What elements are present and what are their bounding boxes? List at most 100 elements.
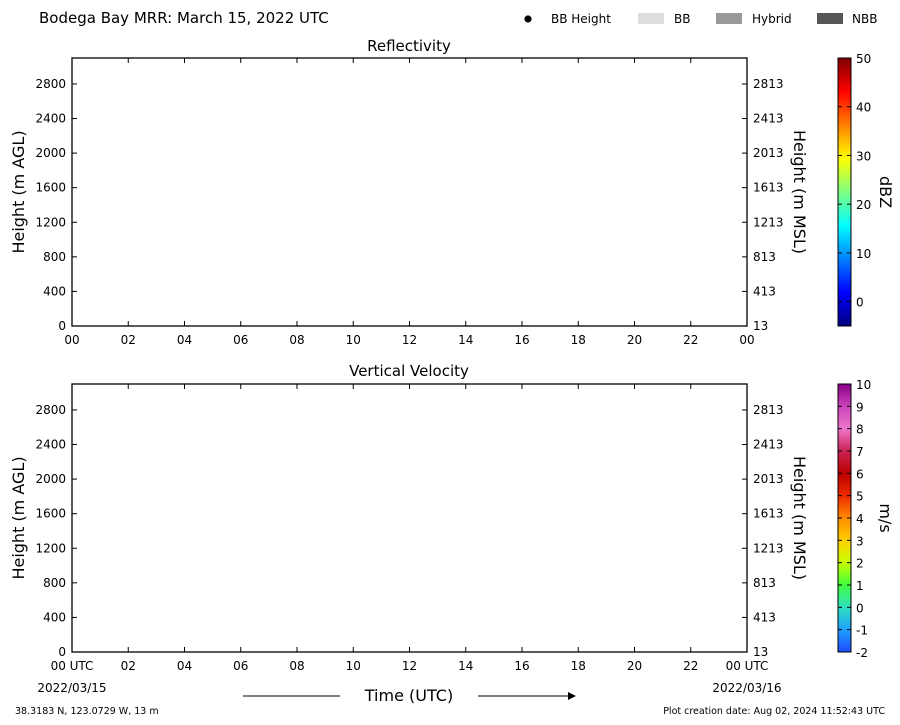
legend-hybrid-patch — [716, 13, 742, 24]
x-axis-label: Time (UTC) — [364, 686, 453, 705]
y-right-tick-label: 413 — [753, 284, 776, 298]
y-tick-label: 1200 — [35, 215, 66, 229]
reflectivity-panel: Reflectivity 040080012001600200024002800… — [9, 37, 895, 347]
colorbar-tick-label: 4 — [856, 512, 864, 526]
y-right-tick-label: 1613 — [753, 181, 784, 195]
vertical-velocity-ylabel-right: Height (m MSL) — [790, 456, 809, 580]
legend-bb-height-label: BB Height — [551, 12, 611, 26]
y-right-tick-label: 2813 — [753, 403, 784, 417]
y-right-tick-label: 2013 — [753, 146, 784, 160]
y-tick-label: 2800 — [35, 77, 66, 91]
x-tick-label: 00 UTC — [726, 659, 769, 673]
plot-area — [72, 384, 747, 652]
colorbar-tick-label: -2 — [856, 646, 868, 660]
colorbar-tick-label: 0 — [856, 296, 864, 310]
y-tick-label: 2400 — [35, 438, 66, 452]
legend-bb-height-marker — [524, 15, 532, 23]
y-tick-label: 1600 — [35, 507, 66, 521]
vertical-velocity-axes: 0 400 800 1200 1600 2000 2400 2800 13 413 813 1213 1… — [35, 383, 784, 673]
colorbar-tick-label: 6 — [856, 467, 864, 481]
x-tick-label: 14 — [458, 659, 473, 673]
y-tick-label: 2000 — [35, 146, 66, 160]
date-start-label: 2022/03/15 — [37, 681, 106, 695]
legend-bb-label: BB — [674, 12, 690, 26]
y-tick-label: 1200 — [35, 541, 66, 555]
x-tick-label: 16 — [514, 659, 529, 673]
x-tick-label: 10 — [346, 659, 361, 673]
reflectivity-ylabel-right: Height (m MSL) — [790, 130, 809, 254]
colorbar-tick-label: 20 — [856, 198, 871, 212]
colorbar-tick-label: -1 — [856, 624, 868, 638]
y-right-tick-label: 2413 — [753, 112, 784, 126]
x-tick-label: 00 UTC — [51, 659, 94, 673]
y-right-tick-label: 2013 — [753, 472, 784, 486]
legend: BB Height BB Hybrid NBB — [524, 12, 877, 26]
colorbar-tick-label: 2 — [856, 557, 864, 571]
y-tick-label: 0 — [58, 319, 66, 333]
colorbar-tick-label: 5 — [856, 490, 864, 504]
colorbar-tick-label: 40 — [856, 101, 871, 115]
x-tick-label: 02 — [121, 333, 136, 347]
colorbar-tick-label: 1 — [856, 579, 864, 593]
y-right-tick-label: 413 — [753, 610, 776, 624]
y-tick-label: 1600 — [35, 181, 66, 195]
y-right-tick-label: 1213 — [753, 215, 784, 229]
x-tick-label: 18 — [571, 659, 586, 673]
vertical-velocity-colorbar: -2 -1 0 1 2 3 4 5 6 7 8 9 10 — [837, 378, 871, 660]
plot-area — [72, 58, 747, 326]
x-tick-label: 02 — [121, 659, 136, 673]
x-tick-label: 16 — [514, 333, 529, 347]
legend-nbb-label: NBB — [852, 12, 877, 26]
colorbar-tick-label: 10 — [856, 247, 871, 261]
colorbar-tick-label: 30 — [856, 149, 871, 163]
legend-bb-patch — [638, 13, 664, 24]
figure-title: Bodega Bay MRR: March 15, 2022 UTC — [39, 9, 329, 27]
date-end-label: 2022/03/16 — [712, 681, 781, 695]
x-tick-label: 00 — [64, 333, 79, 347]
y-tick-label: 800 — [43, 250, 66, 264]
y-right-tick-label: 813 — [753, 576, 776, 590]
y-tick-label: 800 — [43, 576, 66, 590]
y-right-tick-label: 813 — [753, 250, 776, 264]
vertical-velocity-title: Vertical Velocity — [349, 362, 469, 380]
colorbar-tick-label: 7 — [856, 445, 864, 459]
legend-nbb-patch — [817, 13, 843, 24]
vertical-velocity-ylabel: Height (m AGL) — [9, 456, 28, 579]
reflectivity-ylabel: Height (m AGL) — [9, 130, 28, 253]
y-right-tick-label: 13 — [753, 319, 768, 333]
reflectivity-colorbar: 0 10 20 30 40 50 — [837, 52, 871, 327]
y-right-tick-label: 13 — [753, 645, 768, 659]
x-tick-label: 12 — [402, 659, 417, 673]
x-tick-label: 22 — [683, 659, 698, 673]
reflectivity-axes: 0400800120016002000240028001341381312131… — [35, 57, 784, 347]
colorbar-tick-label: 8 — [856, 423, 864, 437]
colorbar-tick-label: 9 — [856, 400, 864, 414]
y-tick-label: 0 — [58, 645, 66, 659]
y-tick-label: 2800 — [35, 403, 66, 417]
vertical-velocity-panel: Vertical Velocity 0400800120016002000240… — [9, 362, 895, 673]
x-tick-label: 08 — [289, 333, 304, 347]
location-text: 38.3183 N, 123.0729 W, 13 m — [15, 706, 159, 717]
y-right-tick-label: 2813 — [753, 77, 784, 91]
creation-date-text: Plot creation date: Aug 02, 2024 11:52:4… — [663, 706, 885, 717]
x-tick-label: 06 — [233, 333, 248, 347]
colorbar-tick-label: 50 — [856, 52, 871, 66]
colorbar-tick-label: 0 — [856, 601, 864, 615]
vertical-velocity-colorbar-label: m/s — [876, 503, 895, 532]
time-arrow-head — [568, 692, 576, 700]
x-tick-label: 08 — [289, 659, 304, 673]
x-tick-label: 20 — [627, 333, 642, 347]
y-tick-label: 2000 — [35, 472, 66, 486]
reflectivity-colorbar-label: dBZ — [876, 176, 895, 208]
x-tick-label: 22 — [683, 333, 698, 347]
y-tick-label: 400 — [43, 284, 66, 298]
y-tick-label: 400 — [43, 610, 66, 624]
x-tick-label: 12 — [402, 333, 417, 347]
y-right-tick-label: 2413 — [753, 438, 784, 452]
y-right-tick-label: 1613 — [753, 507, 784, 521]
x-tick-label: 20 — [627, 659, 642, 673]
x-tick-label: 00 — [739, 333, 754, 347]
y-tick-label: 2400 — [35, 112, 66, 126]
colorbar-ramp — [837, 57, 852, 327]
colorbar-tick-label: 10 — [856, 378, 871, 392]
